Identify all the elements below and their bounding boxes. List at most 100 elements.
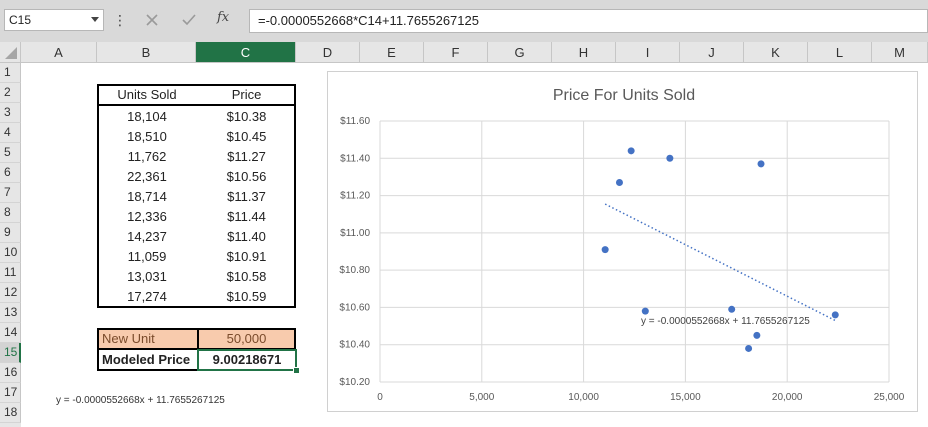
name-box-value: C15 — [9, 13, 32, 27]
data-point[interactable] — [627, 147, 635, 155]
trendline — [604, 203, 836, 322]
table-cell-units[interactable]: 17,274 — [127, 289, 167, 304]
column-header-b[interactable]: B — [97, 42, 196, 63]
new-unit-input[interactable]: 50,000 — [197, 328, 296, 350]
row-header-1[interactable]: 1 — [0, 63, 21, 83]
new-unit-label[interactable]: New Unit — [97, 328, 197, 350]
row-header-16[interactable]: 16 — [0, 363, 21, 383]
table-cell-price[interactable]: $11.27 — [227, 149, 266, 164]
row-header-8[interactable]: 8 — [0, 203, 21, 223]
data-point[interactable] — [728, 305, 736, 313]
table-cell-price[interactable]: $10.58 — [226, 269, 267, 284]
select-all-icon — [5, 47, 17, 59]
table-cell-units[interactable]: 11,762 — [127, 149, 167, 164]
x-tick-label: 0 — [377, 392, 383, 403]
table-cell-price[interactable]: $11.40 — [227, 229, 266, 244]
table-cell-units[interactable]: 13,031 — [127, 269, 167, 284]
row-header-18[interactable]: 18 — [0, 403, 21, 423]
column-header-j[interactable]: J — [680, 42, 744, 63]
row-header-2[interactable]: 2 — [0, 83, 21, 103]
column-header-g[interactable]: G — [488, 42, 552, 63]
x-axis-tick-labels: 0 5,000 10,000 15,000 20,000 25,000 — [377, 392, 905, 403]
row-header-7[interactable]: 7 — [0, 183, 21, 203]
column-header-f[interactable]: F — [424, 42, 488, 63]
row-header-12[interactable]: 12 — [0, 283, 21, 303]
table-header-units-sold[interactable]: Units Sold — [117, 87, 177, 102]
table-cell-units[interactable]: 18,714 — [127, 189, 167, 204]
column-header-i[interactable]: I — [616, 42, 680, 63]
row-header-11[interactable]: 11 — [0, 263, 21, 283]
table-cell-price[interactable]: $10.59 — [226, 289, 267, 304]
y-tick-label: $11.60 — [340, 116, 370, 127]
data-point[interactable] — [641, 307, 649, 315]
data-point[interactable] — [757, 160, 765, 168]
column-header-e[interactable]: E — [360, 42, 424, 63]
equation-cell[interactable]: y = -0.0000552668x + 11.7655267125 — [56, 395, 225, 406]
insert-function-icon[interactable]: fx — [217, 10, 230, 25]
cancel-icon[interactable] — [143, 11, 161, 29]
table-cell-units[interactable]: 11,059 — [127, 249, 167, 264]
row-header-5[interactable]: 5 — [0, 143, 21, 163]
y-tick-label: $10.40 — [339, 340, 370, 351]
table-cell-units[interactable]: 18,104 — [127, 109, 167, 124]
row-header-3[interactable]: 3 — [0, 103, 21, 123]
trendline-label: y = -0.0000552668x + 11.7655267125 — [641, 316, 810, 327]
row-header-9[interactable]: 9 — [0, 223, 21, 243]
column-header-a[interactable]: A — [21, 42, 97, 63]
x-tick-label: 25,000 — [874, 392, 905, 403]
select-all-button[interactable] — [0, 42, 21, 63]
table-header-price[interactable]: Price — [231, 87, 262, 102]
table-cell-price[interactable]: $11.44 — [227, 209, 266, 224]
data-table-border — [97, 84, 296, 308]
scatter-chart[interactable]: $10.20 $10.40 $10.60 $10.80 $11.00 $11.20 $11.… — [327, 71, 918, 412]
formula-bar: C15 ⋮ fx =-0.0000552668*C14+11.765526712… — [0, 0, 928, 42]
data-point[interactable] — [831, 311, 839, 319]
table-cell-price[interactable]: $10.45 — [226, 129, 267, 144]
name-box[interactable]: C15 — [4, 9, 104, 31]
modeled-price-label[interactable]: Modeled Price — [97, 350, 197, 371]
y-tick-label: $11.00 — [340, 228, 370, 239]
row-header-15[interactable]: 15 — [0, 343, 21, 363]
data-point[interactable] — [601, 246, 609, 254]
row-header-10[interactable]: 10 — [0, 243, 21, 263]
more-options-icon[interactable]: ⋮ — [113, 12, 127, 28]
table-cell-price[interactable]: $10.38 — [226, 109, 267, 124]
column-headers: A B C D E F G H I J K L M — [21, 42, 928, 63]
fill-handle[interactable] — [293, 367, 300, 374]
table-cell-units[interactable]: 12,336 — [127, 209, 167, 224]
table-cell-units[interactable]: 22,361 — [127, 169, 167, 184]
row-header-6[interactable]: 6 — [0, 163, 21, 183]
table-cell-units[interactable]: 18,510 — [127, 129, 167, 144]
table-cell-price[interactable]: $10.91 — [226, 249, 267, 264]
table-cell-price[interactable]: $10.56 — [226, 169, 267, 184]
y-tick-label: $10.80 — [339, 265, 370, 276]
chevron-down-icon[interactable] — [91, 17, 99, 22]
formula-input[interactable]: =-0.0000552668*C14+11.7655267125 — [249, 9, 928, 33]
data-point[interactable] — [666, 154, 674, 162]
column-header-m[interactable]: M — [872, 42, 928, 63]
x-tick-label: 5,000 — [469, 392, 494, 403]
modeled-price-cell[interactable]: 9.00218671 — [197, 349, 297, 371]
column-header-h[interactable]: H — [552, 42, 616, 63]
table-cell-units[interactable]: 14,237 — [127, 229, 167, 244]
column-header-d[interactable]: D — [296, 42, 360, 63]
row-header-13[interactable]: 13 — [0, 303, 21, 323]
checkmark-icon[interactable] — [180, 11, 198, 29]
data-point[interactable] — [615, 179, 623, 187]
x-tick-label: 10,000 — [568, 392, 599, 403]
column-header-l[interactable]: L — [808, 42, 872, 63]
chart-gridlines — [379, 120, 890, 383]
data-point[interactable] — [745, 344, 753, 352]
data-point[interactable] — [753, 331, 761, 339]
row-header-14[interactable]: 14 — [0, 323, 21, 343]
x-tick-label: 20,000 — [772, 392, 803, 403]
column-header-c[interactable]: C — [196, 42, 296, 63]
row-header-17[interactable]: 17 — [0, 383, 21, 403]
chart-title: Price For Units Sold — [553, 87, 695, 104]
row-headers: 1 2 3 4 5 6 7 8 9 10 11 12 13 14 15 16 1… — [0, 63, 21, 427]
chart-canvas: $10.20 $10.40 $10.60 $10.80 $11.00 $11.20 $11.… — [339, 87, 905, 403]
column-header-k[interactable]: K — [744, 42, 808, 63]
y-tick-label: $10.20 — [339, 377, 370, 388]
row-header-4[interactable]: 4 — [0, 123, 21, 143]
table-cell-price[interactable]: $11.37 — [227, 189, 266, 204]
